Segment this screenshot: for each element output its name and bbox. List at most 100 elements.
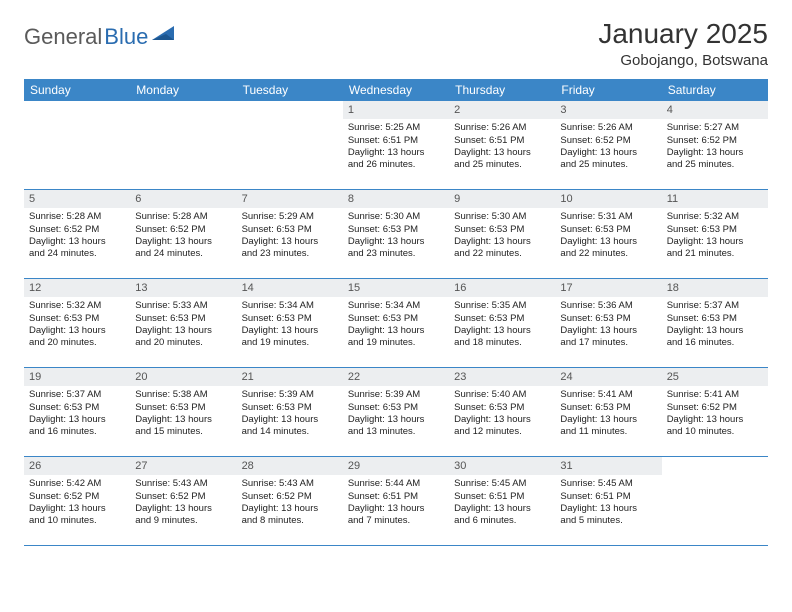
sunrise-line: Sunrise: 5:28 AM (135, 211, 231, 223)
day-cell: 28Sunrise: 5:43 AMSunset: 6:52 PMDayligh… (237, 457, 343, 545)
sunset-line: Sunset: 6:52 PM (242, 491, 338, 503)
sunset-line: Sunset: 6:52 PM (29, 491, 125, 503)
sunset-line: Sunset: 6:52 PM (29, 224, 125, 236)
day-content: Sunrise: 5:38 AMSunset: 6:53 PMDaylight:… (130, 386, 236, 443)
sunrise-line: Sunrise: 5:45 AM (560, 478, 656, 490)
day-cell: 30Sunrise: 5:45 AMSunset: 6:51 PMDayligh… (449, 457, 555, 545)
day-cell: 20Sunrise: 5:38 AMSunset: 6:53 PMDayligh… (130, 368, 236, 456)
day-cell: 23Sunrise: 5:40 AMSunset: 6:53 PMDayligh… (449, 368, 555, 456)
daylight-line-2: and 22 minutes. (560, 248, 656, 260)
day-number: 23 (449, 368, 555, 386)
daylight-line-1: Daylight: 13 hours (29, 503, 125, 515)
daylight-line-2: and 14 minutes. (242, 426, 338, 438)
sunrise-line: Sunrise: 5:28 AM (29, 211, 125, 223)
sunset-line: Sunset: 6:53 PM (135, 313, 231, 325)
day-content: Sunrise: 5:30 AMSunset: 6:53 PMDaylight:… (343, 208, 449, 265)
day-content: Sunrise: 5:28 AMSunset: 6:52 PMDaylight:… (24, 208, 130, 265)
daylight-line-1: Daylight: 13 hours (560, 503, 656, 515)
daylight-line-1: Daylight: 13 hours (135, 236, 231, 248)
day-number: 28 (237, 457, 343, 475)
day-cell: 24Sunrise: 5:41 AMSunset: 6:53 PMDayligh… (555, 368, 661, 456)
logo-text-gray: General (24, 24, 102, 50)
day-number: 8 (343, 190, 449, 208)
daylight-line-1: Daylight: 13 hours (348, 414, 444, 426)
daylight-line-2: and 10 minutes. (667, 426, 763, 438)
sunset-line: Sunset: 6:53 PM (348, 313, 444, 325)
daylight-line-2: and 8 minutes. (242, 515, 338, 527)
day-content: Sunrise: 5:44 AMSunset: 6:51 PMDaylight:… (343, 475, 449, 532)
sunset-line: Sunset: 6:51 PM (348, 135, 444, 147)
weekday-header-row: SundayMondayTuesdayWednesdayThursdayFrid… (24, 79, 768, 101)
sunrise-line: Sunrise: 5:34 AM (348, 300, 444, 312)
day-cell (24, 101, 130, 189)
day-number: 29 (343, 457, 449, 475)
daylight-line-2: and 25 minutes. (454, 159, 550, 171)
week-row: 12Sunrise: 5:32 AMSunset: 6:53 PMDayligh… (24, 279, 768, 368)
day-number: 7 (237, 190, 343, 208)
sunrise-line: Sunrise: 5:40 AM (454, 389, 550, 401)
daylight-line-1: Daylight: 13 hours (454, 147, 550, 159)
sunset-line: Sunset: 6:53 PM (242, 402, 338, 414)
weekday-header: Tuesday (237, 79, 343, 101)
day-number: 22 (343, 368, 449, 386)
sunrise-line: Sunrise: 5:29 AM (242, 211, 338, 223)
daylight-line-1: Daylight: 13 hours (348, 236, 444, 248)
daylight-line-2: and 15 minutes. (135, 426, 231, 438)
daylight-line-1: Daylight: 13 hours (29, 414, 125, 426)
day-number: 2 (449, 101, 555, 119)
sunrise-line: Sunrise: 5:34 AM (242, 300, 338, 312)
day-content: Sunrise: 5:36 AMSunset: 6:53 PMDaylight:… (555, 297, 661, 354)
sunrise-line: Sunrise: 5:33 AM (135, 300, 231, 312)
day-number: 20 (130, 368, 236, 386)
sunset-line: Sunset: 6:53 PM (242, 224, 338, 236)
daylight-line-2: and 13 minutes. (348, 426, 444, 438)
daylight-line-2: and 7 minutes. (348, 515, 444, 527)
daylight-line-2: and 6 minutes. (454, 515, 550, 527)
daylight-line-2: and 11 minutes. (560, 426, 656, 438)
day-content: Sunrise: 5:30 AMSunset: 6:53 PMDaylight:… (449, 208, 555, 265)
day-cell: 16Sunrise: 5:35 AMSunset: 6:53 PMDayligh… (449, 279, 555, 367)
day-number: 15 (343, 279, 449, 297)
sunrise-line: Sunrise: 5:35 AM (454, 300, 550, 312)
day-cell: 26Sunrise: 5:42 AMSunset: 6:52 PMDayligh… (24, 457, 130, 545)
daylight-line-1: Daylight: 13 hours (242, 236, 338, 248)
daylight-line-2: and 23 minutes. (348, 248, 444, 260)
sunrise-line: Sunrise: 5:44 AM (348, 478, 444, 490)
day-number: 31 (555, 457, 661, 475)
daylight-line-1: Daylight: 13 hours (560, 147, 656, 159)
day-number: 30 (449, 457, 555, 475)
day-content: Sunrise: 5:45 AMSunset: 6:51 PMDaylight:… (449, 475, 555, 532)
day-number: 18 (662, 279, 768, 297)
daylight-line-2: and 19 minutes. (242, 337, 338, 349)
daylight-line-1: Daylight: 13 hours (454, 236, 550, 248)
sunrise-line: Sunrise: 5:43 AM (242, 478, 338, 490)
page-header: GeneralBlue January 2025 Gobojango, Bots… (24, 18, 768, 69)
daylight-line-2: and 12 minutes. (454, 426, 550, 438)
sunset-line: Sunset: 6:51 PM (348, 491, 444, 503)
sunset-line: Sunset: 6:52 PM (135, 224, 231, 236)
day-cell (237, 101, 343, 189)
daylight-line-2: and 25 minutes. (667, 159, 763, 171)
day-cell: 22Sunrise: 5:39 AMSunset: 6:53 PMDayligh… (343, 368, 449, 456)
day-cell: 1Sunrise: 5:25 AMSunset: 6:51 PMDaylight… (343, 101, 449, 189)
day-cell: 15Sunrise: 5:34 AMSunset: 6:53 PMDayligh… (343, 279, 449, 367)
day-content: Sunrise: 5:41 AMSunset: 6:53 PMDaylight:… (555, 386, 661, 443)
sunset-line: Sunset: 6:53 PM (454, 402, 550, 414)
day-cell: 13Sunrise: 5:33 AMSunset: 6:53 PMDayligh… (130, 279, 236, 367)
sunset-line: Sunset: 6:53 PM (560, 224, 656, 236)
daylight-line-2: and 5 minutes. (560, 515, 656, 527)
weekday-header: Friday (555, 79, 661, 101)
sunrise-line: Sunrise: 5:32 AM (667, 211, 763, 223)
daylight-line-2: and 23 minutes. (242, 248, 338, 260)
day-cell: 19Sunrise: 5:37 AMSunset: 6:53 PMDayligh… (24, 368, 130, 456)
daylight-line-1: Daylight: 13 hours (667, 236, 763, 248)
sunset-line: Sunset: 6:51 PM (454, 135, 550, 147)
sunset-line: Sunset: 6:53 PM (242, 313, 338, 325)
daylight-line-1: Daylight: 13 hours (454, 503, 550, 515)
day-content: Sunrise: 5:31 AMSunset: 6:53 PMDaylight:… (555, 208, 661, 265)
day-content: Sunrise: 5:37 AMSunset: 6:53 PMDaylight:… (24, 386, 130, 443)
day-cell: 17Sunrise: 5:36 AMSunset: 6:53 PMDayligh… (555, 279, 661, 367)
sunrise-line: Sunrise: 5:37 AM (667, 300, 763, 312)
sunset-line: Sunset: 6:53 PM (348, 402, 444, 414)
day-content: Sunrise: 5:26 AMSunset: 6:51 PMDaylight:… (449, 119, 555, 176)
